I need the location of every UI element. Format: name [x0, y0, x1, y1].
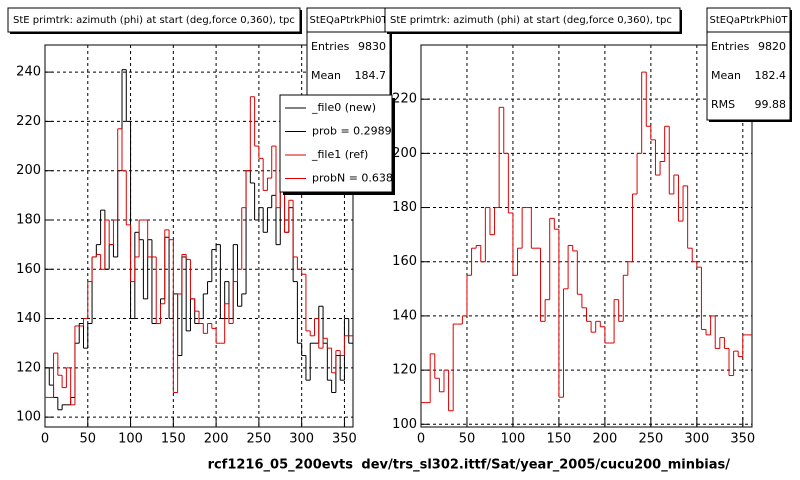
x-tick-label: 350: [332, 432, 357, 447]
stats-value: 9830: [358, 40, 386, 53]
y-tick-label: 220: [16, 114, 41, 129]
y-tick-label: 160: [16, 262, 41, 277]
x-tick-label: 0: [417, 432, 425, 447]
stats-box: [706, 7, 791, 121]
stats-label: RMS: [711, 98, 735, 111]
stats-label: Mean: [311, 69, 341, 82]
legend-annotation: prob = 0.298990: [312, 125, 406, 138]
y-tick-label: 180: [16, 212, 41, 227]
legend-label: _file0 (new): [311, 101, 376, 114]
chart-title: StE primtrk: azimuth (phi) at start (deg…: [13, 15, 295, 26]
x-tick-label: 0: [41, 432, 49, 447]
x-tick-label: 250: [246, 432, 271, 447]
stats-name: StEQaPtrkPhi0T: [309, 15, 388, 26]
y-tick-label: 220: [392, 92, 417, 107]
chart-title: StE primtrk: azimuth (phi) at start (deg…: [390, 15, 672, 26]
x-tick-label: 250: [638, 432, 663, 447]
stats-value: 9820: [758, 40, 786, 53]
x-tick-label: 150: [547, 432, 572, 447]
x-tick-label: 300: [289, 432, 314, 447]
stats-box: [306, 7, 391, 101]
y-tick-label: 100: [16, 410, 41, 425]
x-tick-label: 350: [730, 432, 755, 447]
y-tick-label: 200: [16, 163, 41, 178]
y-tick-label: 240: [16, 65, 41, 80]
y-tick-label: 180: [392, 200, 417, 215]
y-tick-label: 100: [392, 417, 417, 432]
legend-label: _file1 (ref): [311, 148, 368, 161]
y-tick-label: 140: [16, 311, 41, 326]
stats-value: 182.4: [755, 69, 787, 82]
y-tick-label: 200: [392, 146, 417, 161]
legend: _file0 (new) prob = 0.298990 _file1 (ref) p…: [285, 101, 407, 185]
x-axis-label: rcf1216_05_200evts: [208, 458, 354, 473]
x-tick-label: 50: [80, 432, 97, 447]
legend-box: [279, 94, 393, 193]
y-tick-label: 160: [392, 254, 417, 269]
x-tick-label: 200: [204, 432, 229, 447]
x-tick-label: 200: [592, 432, 617, 447]
x-tick-label: 300: [684, 432, 709, 447]
stats-value: 184.7: [355, 69, 387, 82]
stats-value: 99.88: [755, 98, 787, 111]
y-tick-label: 120: [16, 360, 41, 375]
title-box: [384, 7, 681, 33]
stats-label: Mean: [711, 69, 741, 82]
x-tick-label: 100: [118, 432, 143, 447]
y-tick-label: 140: [392, 308, 417, 323]
x-axis-label: dev/trs_sl302.ittf/Sat/year_2005/cucu200…: [361, 458, 730, 473]
x-tick-label: 100: [501, 432, 526, 447]
stats-name: StEQaPtrkPhi0T: [709, 15, 788, 26]
x-tick-label: 150: [161, 432, 186, 447]
title-box: [7, 7, 301, 33]
x-tick-label: 50: [459, 432, 476, 447]
stats-label: Entries: [711, 40, 750, 53]
legend-annotation: probN = 0.63895: [312, 172, 407, 185]
y-tick-label: 120: [392, 363, 417, 378]
stats-label: Entries: [311, 40, 350, 53]
